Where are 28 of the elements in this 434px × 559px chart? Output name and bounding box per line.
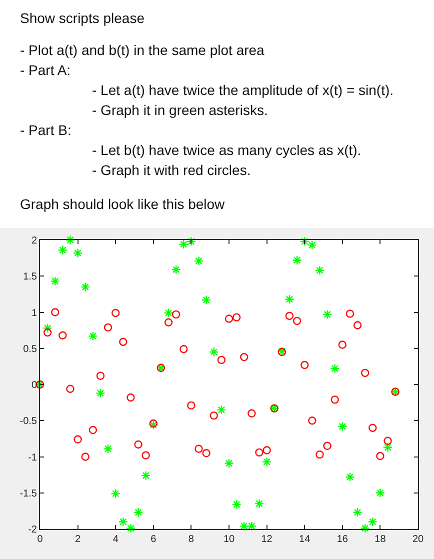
text: - Plot a(t) and b(t) in the same plot area	[20, 41, 266, 60]
x-tick-label: 8	[188, 534, 194, 545]
x-tick-label: 2	[75, 534, 82, 545]
chart-title: Show scripts please	[20, 9, 146, 28]
x-tick-label: 16	[336, 534, 348, 545]
x-tick-label: 10	[223, 534, 235, 545]
x-tick-label: 4	[112, 534, 119, 545]
text: - Let a(t) have twice the amplitude of x(t) = sin(t).	[91, 81, 395, 100]
x-tick-label: 18	[374, 534, 386, 545]
y-tick-label: 1.5	[23, 272, 38, 283]
text: - Graph it in green asterisks.	[91, 101, 269, 120]
y-tick-label: 2	[31, 236, 38, 246]
text: - Let b(t) have twice as many cycles as x(t).	[91, 141, 362, 160]
x-tick-label: 6	[150, 534, 157, 545]
y-tick-label: -1.5	[20, 488, 38, 500]
y-tick-label: 0	[31, 380, 38, 391]
text: - Part A:	[20, 61, 72, 80]
text: - Graph it with red circles.	[91, 161, 252, 180]
x-tick-label: 20	[412, 534, 424, 545]
text: Graph should look like this below	[20, 195, 226, 214]
y-tick-label: 1	[31, 308, 38, 319]
x-tick-label: 12	[261, 534, 273, 545]
y-tick-label: -0.5	[20, 416, 38, 428]
y-tick-label: -2	[28, 524, 38, 536]
y-tick-label: -1	[28, 452, 38, 464]
text: - Part B:	[20, 121, 72, 140]
y-tick-label: 0.5	[23, 344, 38, 355]
x-tick-label: 14	[299, 534, 311, 545]
